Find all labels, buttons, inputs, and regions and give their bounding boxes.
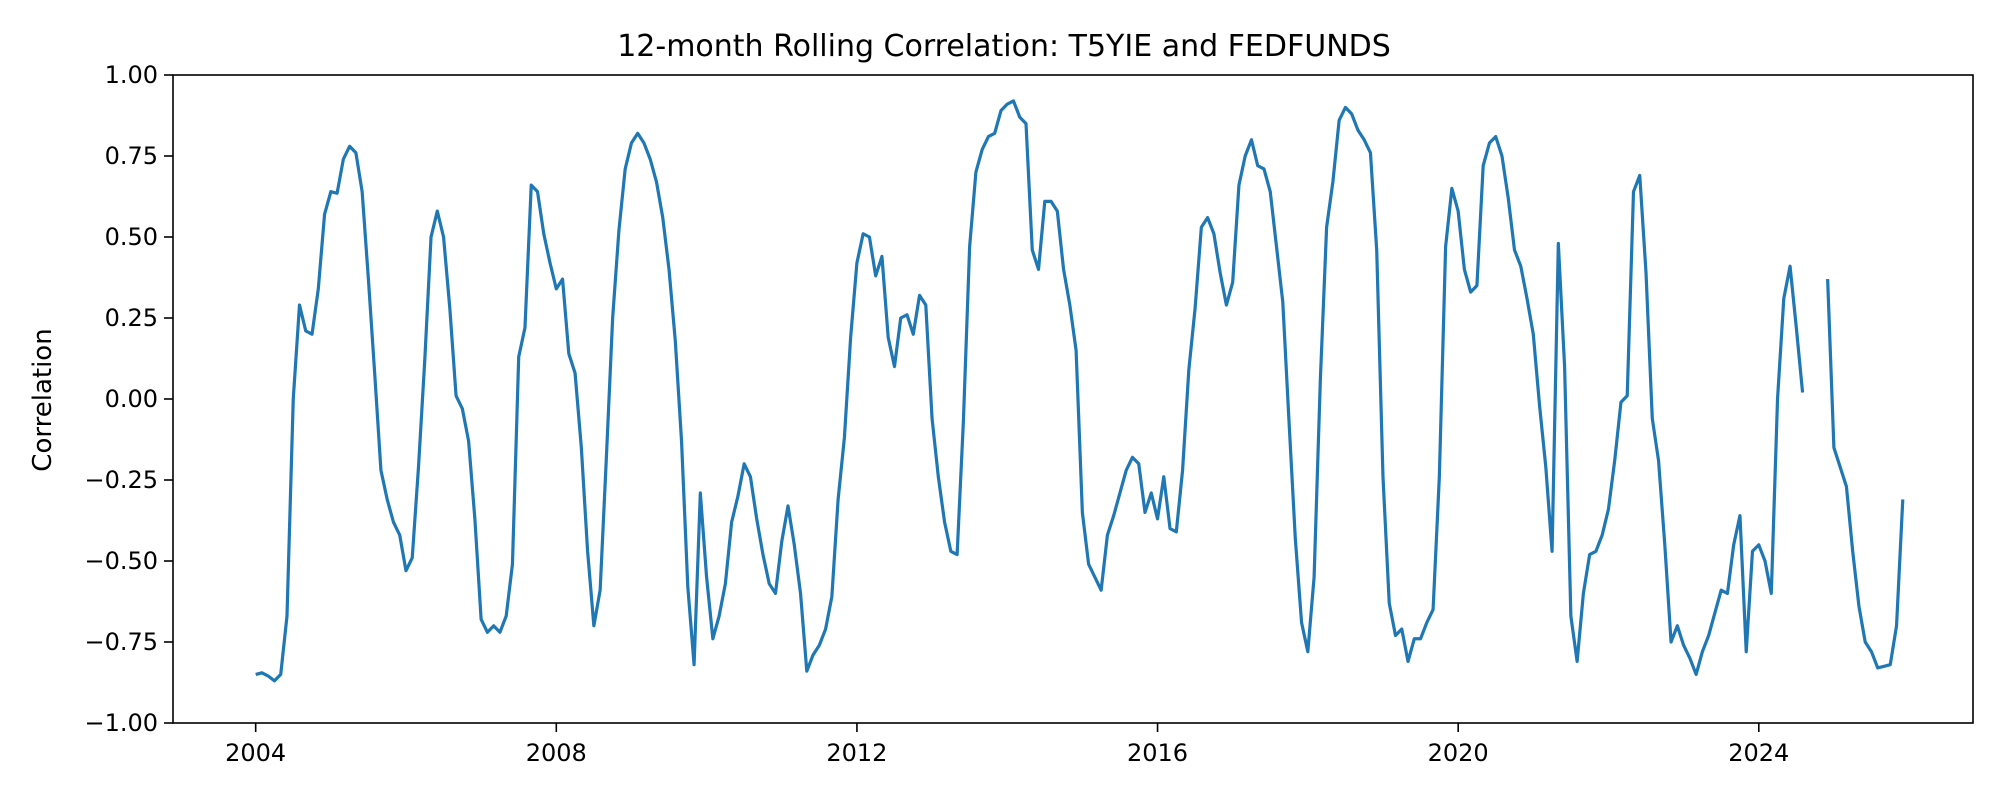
- x-tick-label: 2008: [526, 739, 587, 767]
- chart-title: 12-month Rolling Correlation: T5YIE and …: [617, 29, 1391, 64]
- y-tick-label: −0.25: [84, 466, 158, 494]
- x-tick-label: 2016: [1127, 739, 1188, 767]
- y-tick-label: −0.50: [84, 547, 158, 575]
- y-tick-label: −1.00: [84, 709, 158, 737]
- series-line-0: [255, 99, 1905, 683]
- x-tick-label: 2004: [225, 739, 286, 767]
- y-tick-label: 0.50: [105, 223, 158, 251]
- y-tick-label: 1.00: [105, 61, 158, 89]
- ticks-layer: 2004 2008 2012 2016 2020 2024 −1.00 −0.75 −0.50 −…: [84, 61, 1789, 767]
- y-tick-label: −0.75: [84, 628, 158, 656]
- x-tick-label: 2012: [826, 739, 887, 767]
- y-axis-label: Correlation: [28, 328, 58, 471]
- series-layer: [255, 99, 1905, 683]
- y-tick-label: 0.75: [105, 142, 158, 170]
- x-tick-label: 2020: [1428, 739, 1489, 767]
- y-tick-label: 0.25: [105, 304, 158, 332]
- plot-frame: [172, 74, 1974, 724]
- y-tick-label: 0.00: [105, 385, 158, 413]
- x-tick-label: 2024: [1728, 739, 1789, 767]
